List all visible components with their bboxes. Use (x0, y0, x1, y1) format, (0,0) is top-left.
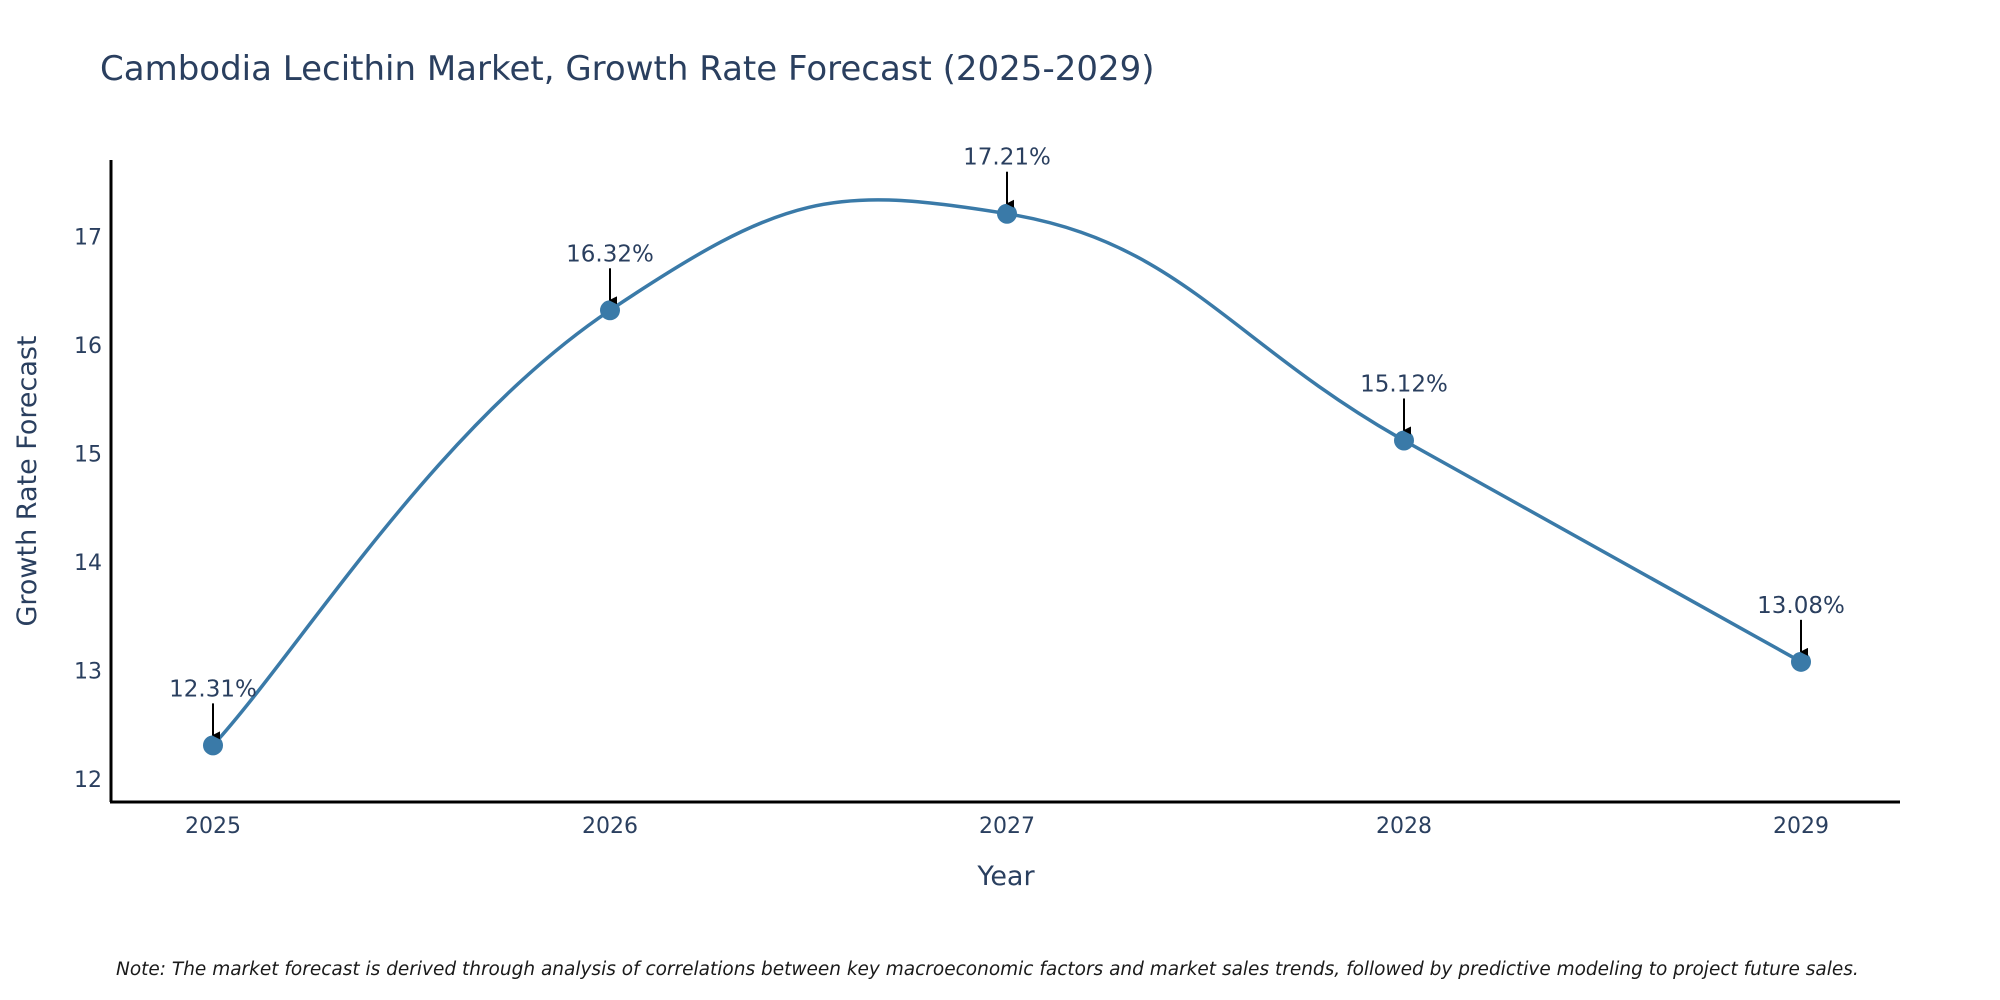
x-axis-ticks: 2025 2026 2027 2028 2029 (185, 814, 1829, 839)
y-tick-label: 14 (74, 551, 102, 576)
data-label-2029: 13.08% (1757, 593, 1845, 619)
data-label-2028: 15.12% (1360, 371, 1448, 397)
x-tick-label: 2026 (582, 814, 638, 839)
data-point-2028 (1394, 430, 1414, 451)
data-annotations: 12.31% 16.32% 17.21% 15.12% 13.08% (169, 145, 1845, 740)
y-axis-title: Growth Rate Forecast (12, 335, 43, 626)
data-label-2025: 12.31% (169, 676, 257, 702)
y-tick-label: 17 (74, 226, 102, 251)
footnote: Note: The market forecast is derived thr… (116, 959, 1859, 980)
x-tick-label: 2025 (185, 814, 241, 839)
data-point-2026 (600, 300, 620, 321)
data-label-2026: 16.32% (566, 241, 654, 267)
data-markers (203, 203, 1811, 756)
series-line (211, 198, 1802, 747)
data-point-2027 (997, 203, 1017, 224)
y-tick-label: 15 (74, 443, 102, 468)
data-point-2029 (1791, 651, 1811, 672)
y-tick-label: 13 (74, 660, 102, 685)
y-tick-label: 16 (74, 334, 102, 359)
x-axis-title: Year (976, 861, 1035, 892)
y-tick-label: 12 (74, 768, 102, 793)
x-tick-label: 2027 (979, 814, 1035, 839)
y-axis-ticks: 12 13 14 15 16 17 (74, 226, 102, 794)
x-tick-label: 2029 (1773, 814, 1829, 839)
data-label-2027: 17.21% (963, 145, 1051, 171)
data-point-2025 (203, 735, 223, 756)
x-tick-label: 2028 (1376, 814, 1432, 839)
chart-title: Cambodia Lecithin Market, Growth Rate Fo… (100, 49, 1155, 89)
